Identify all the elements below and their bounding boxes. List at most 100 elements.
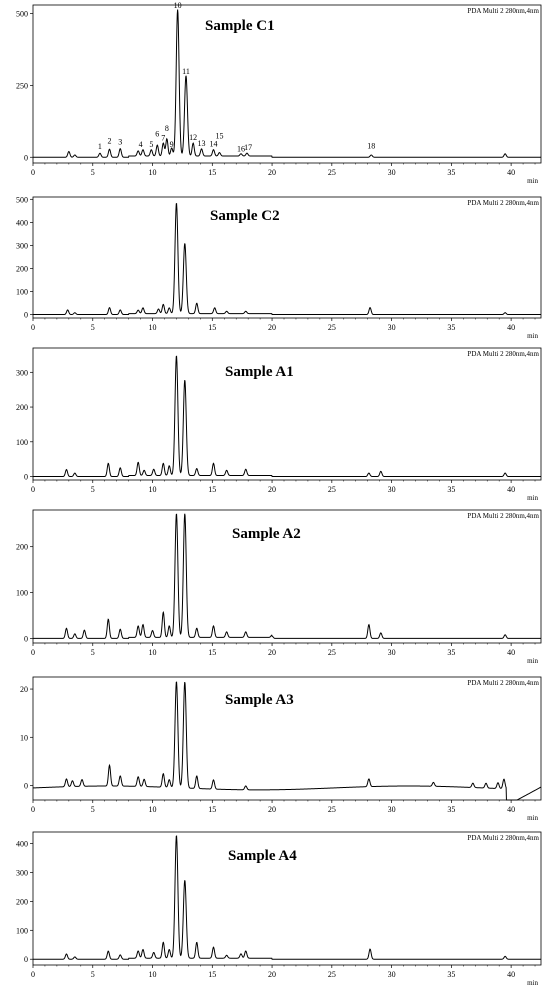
- peak-point: [196, 772, 197, 773]
- peak-point: [196, 629, 197, 630]
- x-tick-label: 10: [149, 648, 157, 657]
- x-axis-unit: min: [527, 814, 538, 822]
- peak-point: [185, 76, 186, 77]
- y-tick-label: 100: [16, 926, 28, 935]
- peak-point: [163, 943, 164, 944]
- peak-point: [368, 624, 369, 625]
- x-tick-label: 0: [31, 970, 35, 979]
- x-tick-label: 0: [31, 485, 35, 494]
- peak-point: [66, 777, 67, 778]
- peak-point: [120, 775, 121, 776]
- peak-point: [176, 679, 177, 680]
- peak-point: [163, 464, 164, 465]
- y-tick-label: 10: [20, 733, 28, 742]
- peak-point: [219, 153, 220, 154]
- peak-point: [138, 626, 139, 627]
- peak-point: [505, 153, 506, 154]
- peak-point: [433, 781, 434, 782]
- x-axis-unit: min: [527, 979, 538, 987]
- peak-number-label: 11: [182, 67, 190, 76]
- x-axis-unit: min: [527, 177, 538, 185]
- plot-frame: [32, 676, 542, 801]
- peak-point: [66, 469, 67, 470]
- peak-number-label: 16: [237, 145, 245, 154]
- chart-title: Sample A2: [232, 526, 301, 542]
- peak-point: [144, 471, 145, 472]
- chart-panel-6: 0 5 10 15 20 25 30 35 40 min 0 100 200 300 400 PDA Mult…: [16, 831, 542, 987]
- peak-point: [505, 472, 506, 473]
- chromatogram-trace: [32, 681, 542, 801]
- peak-point: [240, 154, 241, 155]
- peak-point: [157, 146, 158, 147]
- x-tick-label: 40: [507, 323, 515, 332]
- peak-point: [84, 630, 85, 631]
- y-tick-label: 200: [16, 264, 28, 273]
- x-tick-label: 0: [31, 323, 35, 332]
- x-tick-label: 5: [91, 323, 95, 332]
- peak-point: [505, 634, 506, 635]
- x-tick-label: 10: [149, 323, 157, 332]
- detector-label: PDA Multi 2 280nm,4nm: [467, 199, 539, 207]
- x-tick-label: 40: [507, 805, 515, 814]
- x-tick-label: 30: [388, 323, 396, 332]
- chromatogram-trace: [33, 835, 541, 960]
- x-tick-label: 0: [31, 648, 35, 657]
- x-tick-label: 0: [31, 168, 35, 177]
- peak-point: [271, 636, 272, 637]
- peak-point: [201, 149, 202, 150]
- peak-point: [169, 466, 170, 467]
- peak-point: [158, 309, 159, 310]
- peak-point: [120, 954, 121, 955]
- peak-point: [108, 951, 109, 952]
- x-tick-label: 10: [149, 485, 157, 494]
- peak-point: [151, 150, 152, 151]
- peak-point: [169, 626, 170, 627]
- x-tick-label: 20: [268, 648, 276, 657]
- peak-point: [108, 619, 109, 620]
- peak-point: [144, 778, 145, 779]
- y-tick-label: 500: [16, 195, 28, 204]
- peak-point: [380, 471, 381, 472]
- peak-point: [138, 310, 139, 311]
- x-tick-label: 35: [447, 970, 455, 979]
- x-tick-label: 15: [208, 648, 216, 657]
- x-tick-label: 20: [268, 485, 276, 494]
- peak-number-label: 5: [149, 140, 153, 149]
- peak-point: [226, 632, 227, 633]
- peak-number-label: 10: [174, 1, 182, 10]
- plot-frame: [32, 347, 542, 481]
- y-tick-label: 200: [16, 403, 28, 412]
- x-tick-label: 25: [328, 805, 336, 814]
- peak-point: [184, 244, 185, 245]
- peak-point: [485, 780, 486, 781]
- peak-point: [138, 951, 139, 952]
- chart-title: Sample A1: [225, 364, 294, 380]
- peak-point: [74, 633, 75, 634]
- peak-point: [196, 469, 197, 470]
- x-tick-label: 30: [388, 648, 396, 657]
- peak-point: [184, 380, 185, 381]
- peak-point: [142, 308, 143, 309]
- peak-point: [245, 632, 246, 633]
- x-tick-label: 10: [149, 805, 157, 814]
- peak-point: [214, 308, 215, 309]
- y-tick-label: 0: [24, 153, 28, 162]
- peak-point: [213, 948, 214, 949]
- chromatogram-trace: [33, 513, 541, 639]
- x-tick-label: 15: [208, 485, 216, 494]
- peak-point: [120, 467, 121, 468]
- peak-number-label: 9: [170, 140, 174, 149]
- peak-point: [369, 948, 370, 949]
- x-tick-label: 40: [507, 168, 515, 177]
- peak-point: [368, 472, 369, 473]
- peak-point: [99, 153, 100, 154]
- chart-title: Sample A4: [228, 848, 297, 864]
- peak-point: [503, 775, 504, 776]
- x-tick-label: 35: [447, 323, 455, 332]
- x-tick-label: 35: [447, 168, 455, 177]
- peak-point: [176, 514, 177, 515]
- y-tick-label: 0: [24, 955, 28, 964]
- x-tick-label: 20: [268, 323, 276, 332]
- peak-point: [369, 307, 370, 308]
- y-tick-label: 20: [20, 685, 28, 694]
